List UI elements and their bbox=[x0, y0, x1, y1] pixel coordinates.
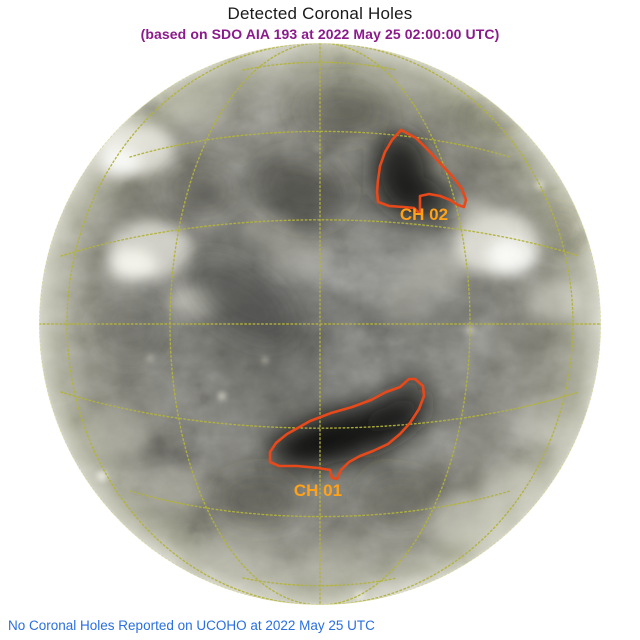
meridian-30E bbox=[169, 43, 321, 605]
latitude-line-75N bbox=[242, 61, 398, 71]
coronal-hole-outlines bbox=[268, 128, 468, 481]
ucoho-status-note: No Coronal Holes Reported on UCOHO at 20… bbox=[8, 618, 375, 633]
disk-edge-ring bbox=[37, 41, 603, 607]
coronal-hole-ch01-label: CH 01 bbox=[294, 481, 342, 500]
coronal-hole-labels: CH 01 CH 02 bbox=[294, 205, 448, 500]
latitude-line-60N bbox=[129, 130, 511, 158]
coronal-hole-ch02-outline[interactable] bbox=[375, 128, 468, 216]
coronal-hole-ch02-label: CH 02 bbox=[400, 205, 448, 224]
latitude-line-30S bbox=[60, 391, 580, 429]
latitude-line-60S bbox=[129, 490, 511, 518]
meridian-60W bbox=[319, 43, 574, 605]
page-title: Detected Coronal Holes bbox=[227, 4, 413, 23]
page-subtitle: (based on SDO AIA 193 at 2022 May 25 02:… bbox=[140, 26, 500, 42]
coronal-hole-ch01-outline[interactable] bbox=[268, 377, 426, 481]
meridian-60E bbox=[66, 43, 321, 605]
meridian-30W bbox=[319, 43, 471, 605]
